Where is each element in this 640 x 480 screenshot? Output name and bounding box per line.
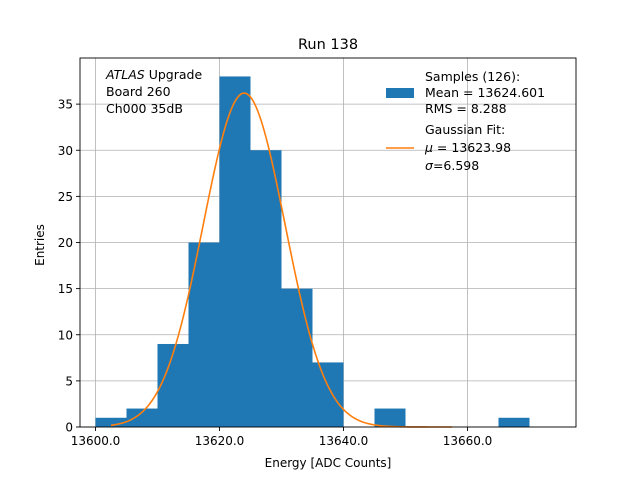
y-axis-label: Entries bbox=[33, 224, 47, 266]
histogram-bar bbox=[374, 408, 406, 427]
x-axis-label: Energy [ADC Counts] bbox=[265, 456, 392, 470]
histogram-bar bbox=[250, 150, 282, 427]
histogram-bar bbox=[498, 417, 530, 427]
annotation-line-3: Ch000 35dB bbox=[106, 101, 183, 116]
annotation-line-2: Board 260 bbox=[106, 84, 171, 99]
histogram-bar bbox=[95, 417, 127, 427]
legend-samples-swatch bbox=[386, 88, 414, 98]
x-tick-label: 13640.0 bbox=[319, 434, 369, 448]
axis-ticks: 13600.0 13620.0 13640.0 13660.0 0 5 10 15 20 25 30… bbox=[58, 98, 493, 448]
plot-area: 13600.0 13620.0 13640.0 13660.0 0 5 10 15 20 25 30… bbox=[58, 57, 577, 448]
y-tick-label: 0 bbox=[65, 421, 73, 435]
y-tick-label: 35 bbox=[58, 98, 73, 112]
legend-fit-line-2: μ = 13623.98 bbox=[424, 140, 511, 155]
x-tick-label: 13600.0 bbox=[71, 434, 121, 448]
y-tick-label: 30 bbox=[58, 144, 73, 158]
legend: Samples (126): Mean = 13624.601 RMS = 8.… bbox=[386, 69, 545, 173]
legend-samples-line-3: RMS = 8.288 bbox=[425, 101, 507, 116]
atlas-annotation: ATLAS Upgrade Board 260 Ch000 35dB bbox=[105, 67, 202, 116]
y-tick-label: 15 bbox=[58, 282, 73, 296]
y-tick-label: 25 bbox=[58, 190, 73, 204]
histogram-bars bbox=[95, 76, 530, 427]
x-tick-label: 13660.0 bbox=[443, 434, 493, 448]
annotation-line-1: ATLAS Upgrade bbox=[105, 67, 202, 82]
x-tick-label: 13620.0 bbox=[195, 434, 245, 448]
histogram-bar bbox=[219, 76, 251, 427]
histogram-bar bbox=[312, 362, 344, 427]
chart-title: Run 138 bbox=[298, 37, 358, 53]
histogram-bar bbox=[281, 288, 313, 427]
y-tick-label: 5 bbox=[65, 374, 73, 388]
legend-samples-line-1: Samples (126): bbox=[425, 69, 520, 84]
legend-samples-line-2: Mean = 13624.601 bbox=[425, 85, 545, 100]
histogram-bar bbox=[157, 343, 189, 427]
y-tick-label: 20 bbox=[58, 236, 73, 250]
histogram-bar bbox=[126, 408, 158, 427]
legend-fit-line-1: Gaussian Fit: bbox=[425, 122, 505, 137]
y-tick-label: 10 bbox=[58, 328, 73, 342]
legend-fit-line-3: σ=6.598 bbox=[425, 158, 479, 173]
